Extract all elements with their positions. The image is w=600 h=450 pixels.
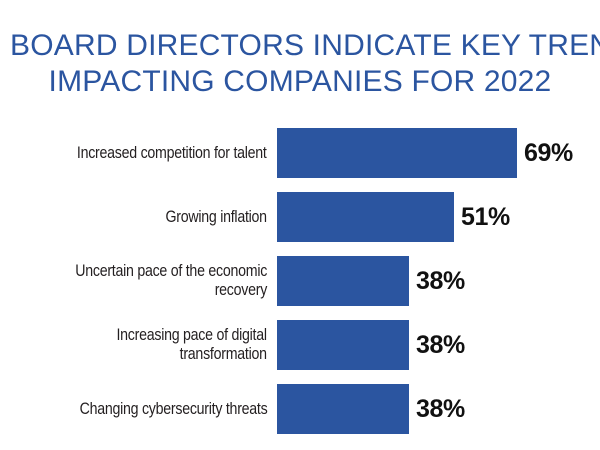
bar-category-label: Increased competition for talent <box>77 143 267 162</box>
bar <box>277 192 454 242</box>
bar-value-label: 38% <box>416 395 465 423</box>
bar-value-label: 51% <box>461 203 510 231</box>
bar <box>277 320 409 370</box>
bar <box>277 128 517 178</box>
bar-row: Increasing pace of digital transformatio… <box>0 320 600 370</box>
bar-value-label: 38% <box>416 267 465 295</box>
bar-row: Uncertain pace of the economic recovery 3… <box>0 256 600 306</box>
bar <box>277 256 409 306</box>
bar-category-label: Changing cybersecurity threats <box>79 399 267 418</box>
chart-title-line-1: BOARD DIRECTORS INDICATE KEY TRENDS <box>10 29 600 62</box>
bar <box>277 384 409 434</box>
bar-row: Growing inflation 51% <box>0 192 600 242</box>
bar-row: Changing cybersecurity threats 38% <box>0 384 600 434</box>
bar-category-label: Growing inflation <box>165 207 268 226</box>
chart-title-line-2: IMPACTING COMPANIES FOR 2022 <box>48 65 552 98</box>
bar-category-label: Increasing pace of digital transformatio… <box>116 326 268 363</box>
bar-value-label: 38% <box>416 331 465 359</box>
bar-row: Increased competition for talent 69% <box>0 128 600 178</box>
chart-title: BOARD DIRECTORS INDICATE KEY TRENDS IMPA… <box>10 28 600 100</box>
bar-value-label: 69% <box>524 139 573 167</box>
bar-category-label: Uncertain pace of the economic recovery <box>75 262 267 299</box>
